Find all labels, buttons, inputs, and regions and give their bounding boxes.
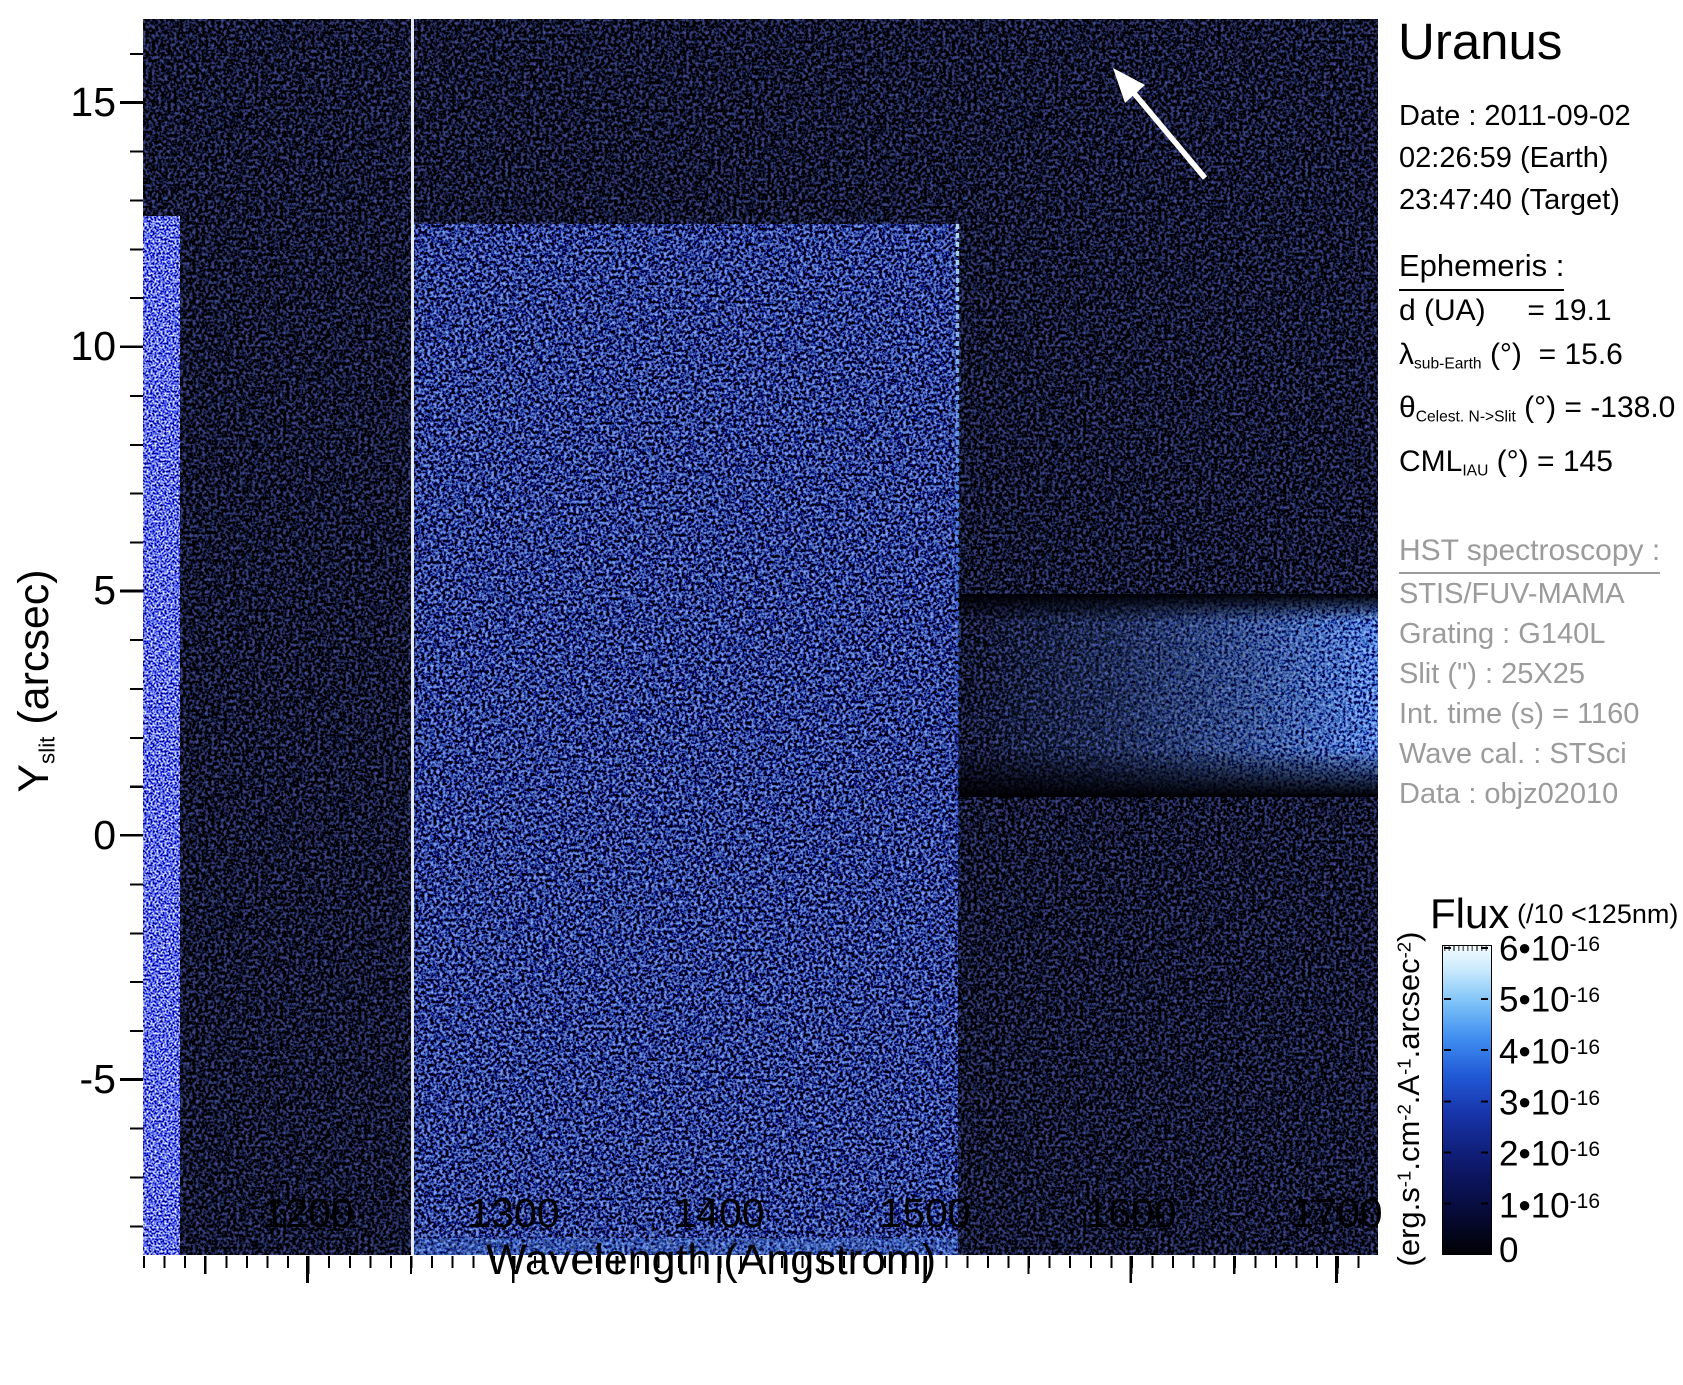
y-tick-label: 10: [70, 323, 116, 369]
colorbar-gradient: [1442, 945, 1492, 1255]
bottom-edge-noise: [413, 1238, 958, 1255]
y-tick-label: -5: [79, 1056, 116, 1102]
x-tick-label: 1700: [1291, 1190, 1383, 1236]
ephemeris-distance: d (UA) = 19.1: [1399, 294, 1612, 327]
target-title: Uranus: [1398, 13, 1563, 70]
y-axis-title: Yslit (arcsec): [10, 569, 60, 793]
colorbar-unit-label: (erg.s-1.cm-2.A-1.arcsec-2): [1391, 931, 1426, 1267]
y-tick-label: 15: [70, 79, 116, 125]
observation-date-block: Date : 2011-09-02 02:26:59 (Earth) 23:47…: [1399, 95, 1631, 221]
earth-time-line: 02:26:59 (Earth): [1399, 142, 1609, 174]
colorbar-tick-label: 3•10-16: [1499, 1083, 1601, 1123]
colorbar-tick-label: 2•10-16: [1499, 1134, 1601, 1174]
hst-spectroscopy-block: STIS/FUV-MAMA Grating : G140L Slit (") :…: [1399, 574, 1639, 814]
x-tick-label: 1200: [262, 1190, 354, 1236]
ephemeris-cml: CMLIAU (°) = 145: [1399, 444, 1613, 480]
ephemeris-header: Ephemeris :: [1399, 248, 1565, 291]
colorbar-tick-label: 6•10-16: [1499, 929, 1601, 969]
spectral-image-plot-area: [143, 19, 1378, 1255]
direction-arrow: [1113, 68, 1208, 180]
data-id-line: Data : objz02010: [1399, 778, 1619, 810]
band-bottom-fade: [958, 749, 1378, 797]
segment-gap-line: [411, 19, 414, 1255]
colorbar-tick-label: 4•10-16: [1499, 1032, 1601, 1072]
y-tick-label: 0: [93, 812, 116, 858]
x-tick-label: 1600: [1085, 1190, 1177, 1236]
wave-cal-line: Wave cal. : STSci: [1399, 738, 1627, 770]
integration-time-line: Int. time (s) = 1160: [1399, 698, 1640, 730]
band-top-fade: [958, 594, 1378, 622]
y-axis-minor-ticks: [130, 53, 143, 1229]
hst-spectroscopy-header: HST spectroscopy :: [1399, 534, 1661, 574]
slit-line: Slit (") : 25X25: [1399, 658, 1585, 690]
y-axis-major-ticks: [120, 101, 143, 1083]
grating-line: Grating : G140L: [1399, 618, 1606, 650]
x-tick-label: 1400: [673, 1190, 765, 1236]
ephemeris-block: d (UA) = 19.1 λsub-Earth (°) = 15.6 θCel…: [1399, 289, 1675, 493]
target-time-line: 23:47:40 (Target): [1399, 184, 1620, 216]
x-tick-label: 1300: [468, 1190, 560, 1236]
colorbar-title: Flux: [1430, 890, 1510, 937]
y-tick-label: 5: [93, 567, 116, 613]
ephemeris-sub-earth-latitude: λsub-Earth (°) = 15.6: [1399, 338, 1623, 373]
detector-background-noise: [413, 224, 958, 1255]
colorbar-tick-label: 0: [1499, 1231, 1519, 1270]
spectral-image: [143, 19, 1378, 1255]
airglow-strip: [143, 216, 180, 1255]
colorbar-tick-label: 1•10-16: [1499, 1186, 1601, 1226]
colorbar-tick-label: 5•10-16: [1499, 980, 1601, 1020]
date-line: Date : 2011-09-02: [1399, 100, 1631, 132]
ephemeris-slit-orientation: θCelest. N->Slit (°) = -138.0: [1399, 391, 1676, 426]
instrument-line: STIS/FUV-MAMA: [1399, 578, 1625, 610]
x-axis-title: Wavelength (Angstrom): [485, 1236, 937, 1284]
colorbar-note: (/10 <125nm): [1517, 899, 1679, 929]
x-tick-label: 1500: [879, 1190, 971, 1236]
